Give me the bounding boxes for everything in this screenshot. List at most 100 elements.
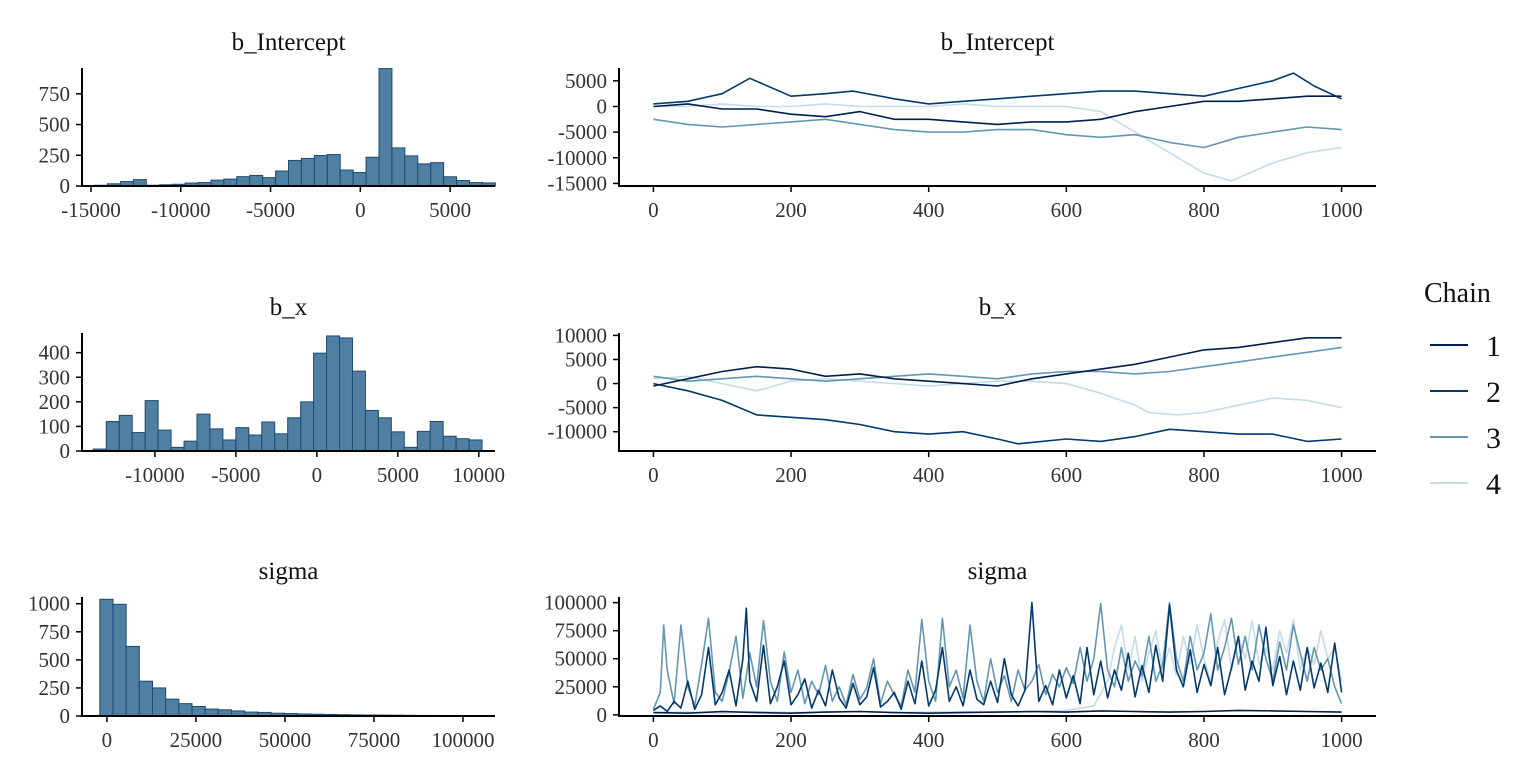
histogram-bar: [455, 438, 470, 452]
histogram-bar: [365, 156, 380, 187]
histogram-bar: [196, 413, 211, 452]
histogram-bar: [288, 159, 302, 187]
histogram-bar: [157, 429, 172, 452]
x-tick-label: 0: [102, 728, 113, 752]
panel-title: sigma: [259, 558, 319, 585]
histogram-bar: [287, 417, 302, 452]
histogram-bar: [326, 335, 341, 452]
y-tick-label: 0: [597, 94, 608, 118]
y-tick-label: 0: [597, 703, 608, 727]
y-tick-label: 0: [597, 372, 608, 396]
x-tick-label: -15000: [61, 198, 121, 222]
x-tick-label: 5000: [429, 198, 471, 222]
histogram-bar: [352, 171, 367, 187]
histogram-bar: [235, 427, 250, 452]
y-tick-label: 0: [60, 174, 71, 198]
histogram-bar: [377, 417, 392, 452]
trace-line-chain-3: [652, 601, 1343, 710]
trace-line-chain-1: [653, 337, 1342, 387]
y-tick-label: -10000: [548, 146, 608, 170]
x-tick-label: 1000: [1321, 463, 1363, 487]
histogram-bar: [275, 170, 289, 187]
y-tick-label: 750: [39, 82, 71, 106]
histogram-bar: [223, 178, 238, 187]
x-tick-label: 50000: [259, 728, 312, 752]
trace-line-chain-3: [653, 118, 1342, 149]
legend-label-3: 3: [1486, 422, 1501, 455]
histogram-bar: [351, 370, 366, 452]
y-tick-label: 250: [39, 143, 71, 167]
x-tick-label: 400: [913, 728, 945, 752]
histogram-bar: [468, 439, 483, 452]
histogram-bar: [326, 154, 341, 187]
x-tick-label: 600: [1051, 728, 1083, 752]
panel-title: b_Intercept: [941, 29, 1055, 56]
histogram-bar: [144, 400, 159, 452]
x-tick-label: 800: [1188, 728, 1220, 752]
histogram-bar: [236, 176, 251, 187]
histogram-bar: [339, 337, 353, 452]
y-tick-label: 75000: [555, 619, 608, 643]
legend-item-3: 3: [1430, 422, 1501, 455]
histogram-bar: [404, 155, 419, 187]
histogram-bar: [417, 163, 432, 187]
y-tick-label: 5000: [565, 347, 607, 371]
panel-title: b_x: [979, 294, 1017, 321]
x-tick-label: 800: [1188, 198, 1220, 222]
histogram-bar: [112, 603, 127, 717]
y-tick-label: -5000: [558, 120, 607, 144]
y-tick-label: 750: [39, 620, 71, 644]
y-tick-label: 50000: [555, 647, 608, 671]
y-tick-label: 0: [60, 439, 71, 463]
trace-line-chain-1: [653, 709, 1342, 714]
x-tick-label: -10000: [125, 463, 185, 487]
y-tick-label: 25000: [555, 675, 608, 699]
trace-line-chain-3: [653, 346, 1342, 382]
histogram-bar: [430, 162, 445, 187]
trace-line-chain-4: [653, 375, 1342, 416]
histogram-bar: [429, 421, 444, 452]
histogram-bar: [209, 428, 224, 452]
y-tick-label: 200: [39, 390, 71, 414]
x-tick-label: 200: [775, 728, 807, 752]
histogram-bar: [249, 174, 264, 187]
legend-label-1: 1: [1486, 330, 1501, 363]
histogram-bar: [248, 434, 263, 452]
x-tick-label: -5000: [246, 198, 295, 222]
x-tick-label: 0: [648, 728, 659, 752]
histogram-bar: [131, 432, 146, 452]
x-tick-label: -10000: [151, 198, 211, 222]
y-tick-label: 100: [39, 414, 71, 438]
trace-line-chain-2: [653, 382, 1342, 445]
histogram-bar: [364, 409, 379, 452]
histogram-bar: [274, 433, 289, 452]
histogram-bar: [300, 157, 315, 187]
histogram-bar: [165, 698, 180, 717]
x-tick-label: 5000: [377, 463, 419, 487]
y-tick-label: 500: [39, 113, 71, 137]
y-tick-label: 400: [39, 341, 71, 365]
y-tick-label: -5000: [558, 396, 607, 420]
x-tick-label: 10000: [453, 463, 506, 487]
legend-label-4: 4: [1486, 468, 1501, 501]
panel-1: b_Intercept 0 250 500 750 -15000 -10000 -5000 0 5…: [39, 29, 496, 222]
x-tick-label: 1000: [1321, 198, 1363, 222]
chain-legend: Chain 1 2 3 4: [1424, 278, 1501, 501]
histogram-bar: [391, 147, 406, 187]
legend-label-2: 2: [1486, 376, 1501, 409]
histogram-bar: [99, 598, 114, 717]
x-tick-label: 200: [775, 198, 807, 222]
x-tick-label: 400: [913, 198, 945, 222]
y-tick-label: 5000: [565, 69, 607, 93]
x-tick-label: 0: [648, 463, 659, 487]
legend-item-4: 4: [1430, 468, 1501, 501]
y-tick-label: 100000: [544, 591, 607, 615]
histogram-bar: [443, 176, 458, 187]
histogram-bar: [191, 705, 206, 717]
histogram-bar: [105, 421, 120, 452]
y-tick-label: -10000: [548, 420, 608, 444]
